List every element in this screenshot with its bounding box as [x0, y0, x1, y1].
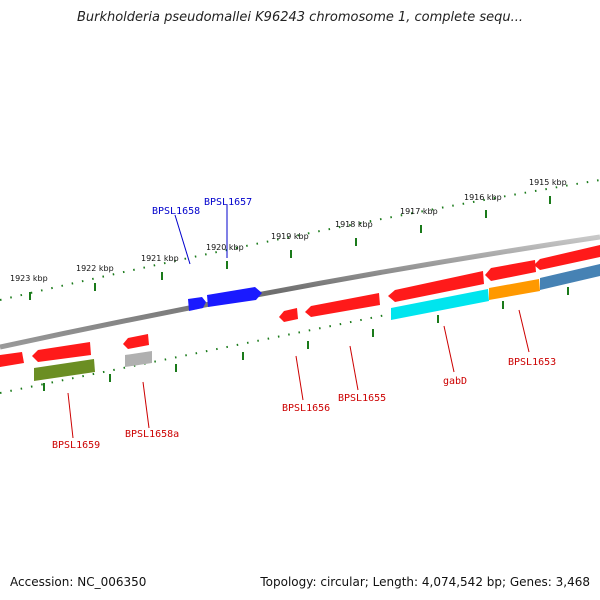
accession-text: Accession: NC_006350: [10, 575, 147, 589]
gene-bpsl1658[interactable]: [188, 297, 206, 311]
gene-bpsl1659-olive[interactable]: [34, 359, 95, 381]
gene-label-bpsl1655[interactable]: BPSL1655: [338, 393, 386, 404]
leader-lines: [67, 205, 530, 439]
chromosome-backbone: [0, 234, 600, 350]
gene-bpsl1659-red[interactable]: [32, 342, 91, 362]
gene-bpsl1655[interactable]: [305, 293, 380, 317]
gene-bpsl1653-steel[interactable]: [540, 264, 600, 290]
gene-label-bpsl1653[interactable]: BPSL1653: [508, 357, 556, 368]
gene-bpsl1658a-red[interactable]: [123, 334, 149, 349]
gene-gabd[interactable]: [391, 289, 489, 320]
topology-text: Topology: circular; Length: 4,074,542 bp…: [260, 575, 590, 589]
inner-major-ticks: [43, 287, 569, 391]
kbp-label: 1917 kbp: [400, 207, 438, 216]
gene-red-right-1[interactable]: [485, 260, 536, 281]
kbp-label: 1918 kbp: [335, 220, 373, 229]
gene-left-edge[interactable]: [0, 352, 24, 367]
kbp-label: 1916 kbp: [464, 193, 502, 202]
gene-label-gabd[interactable]: gabD: [443, 376, 467, 387]
kbp-label: 1923 kbp: [10, 274, 48, 283]
kbp-label: 1922 kbp: [76, 264, 114, 273]
kbp-label: 1920 kbp: [206, 243, 244, 252]
gene-bpsl1653-orange[interactable]: [489, 279, 540, 300]
gene-label-bpsl1656[interactable]: BPSL1656: [282, 403, 330, 414]
gene-label-bpsl1658a[interactable]: BPSL1658a: [125, 429, 179, 440]
gene-bpsl1657[interactable]: [207, 287, 262, 307]
gene-bpsl1656[interactable]: [279, 308, 298, 322]
gene-red-long[interactable]: [388, 271, 484, 302]
kbp-label: 1919 kbp: [271, 232, 309, 241]
gene-label-bpsl1657[interactable]: BPSL1657: [204, 197, 252, 208]
gene-label-bpsl1658[interactable]: BPSL1658: [152, 206, 200, 217]
gene-label-bpsl1659[interactable]: BPSL1659: [52, 440, 100, 451]
gene-bpsl1658a-gray[interactable]: [125, 351, 152, 367]
map-title: Burkholderia pseudomallei K96243 chromos…: [76, 10, 524, 25]
kbp-label: 1921 kbp: [141, 254, 179, 263]
outer-major-ticks: [29, 196, 551, 300]
gene-labels: BPSL1658 BPSL1657 BPSL1659 BPSL1658a BPS…: [52, 197, 556, 451]
kbp-labels: 1915 kbp 1916 kbp 1917 kbp 1918 kbp 1919…: [10, 178, 567, 283]
kbp-label: 1915 kbp: [529, 178, 567, 187]
gene-red-right-2[interactable]: [534, 245, 600, 270]
